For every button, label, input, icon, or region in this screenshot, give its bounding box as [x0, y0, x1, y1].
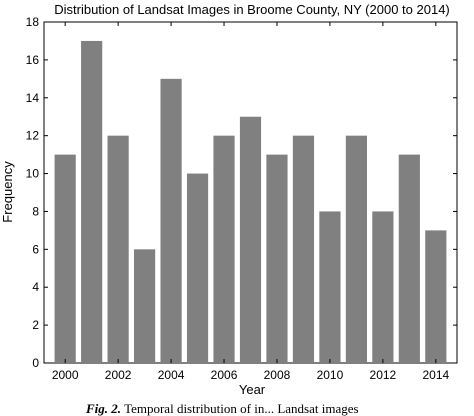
bar-2006	[213, 135, 235, 363]
y-tick-label: 12	[26, 129, 40, 143]
bar-2001	[81, 40, 103, 363]
y-tick-label: 8	[32, 204, 39, 218]
bar-2010	[319, 211, 341, 363]
y-tick-label: 14	[26, 91, 40, 105]
bar-2008	[266, 154, 288, 363]
bar-2005	[186, 173, 209, 363]
x-tick-label: 2002	[105, 368, 132, 382]
y-axis: 0 2 4 6 8 10 12 14 16 18	[26, 15, 457, 370]
x-tick-label: 2006	[211, 368, 238, 382]
y-axis-title: Frequency	[0, 161, 15, 223]
bar-2012	[372, 211, 394, 363]
y-tick-label: 4	[32, 280, 39, 294]
x-axis: 2000 2002 2004 2006 2008 2010 2012 2014	[52, 22, 449, 382]
bar-2004	[160, 78, 182, 363]
y-tick-label: 18	[26, 15, 40, 29]
y-tick-label: 16	[26, 53, 40, 67]
x-tick-label: 2010	[317, 368, 344, 382]
bar-2007	[239, 116, 262, 363]
x-axis-title: Year	[239, 382, 266, 397]
x-tick-label: 2000	[52, 368, 79, 382]
caption-label: Fig. 2.	[86, 401, 122, 416]
figure-caption: Fig. 2. Temporal distribution of in... L…	[86, 401, 466, 416]
bar-2002	[107, 135, 129, 363]
bar-2011	[345, 135, 367, 363]
y-tick-label: 10	[26, 167, 40, 181]
chart-title: Distribution of Landsat Images in Broome…	[54, 2, 450, 17]
x-tick-label: 2014	[422, 368, 449, 382]
x-tick-label: 2004	[158, 368, 185, 382]
y-tick-label: 0	[32, 356, 39, 370]
x-tick-label: 2012	[370, 368, 397, 382]
bars-group	[54, 40, 447, 363]
x-tick-label: 2008	[264, 368, 291, 382]
y-tick-label: 6	[32, 242, 39, 256]
bar-2003	[134, 249, 156, 363]
caption-text: Temporal distribution of in... Landsat i…	[124, 401, 359, 416]
bar-chart: Distribution of Landsat Images in Broome…	[0, 2, 458, 397]
bar-2009	[292, 135, 315, 363]
bar-2000	[54, 154, 76, 363]
bar-2013	[398, 154, 420, 363]
bar-2014	[425, 230, 447, 363]
y-tick-label: 2	[32, 318, 39, 332]
